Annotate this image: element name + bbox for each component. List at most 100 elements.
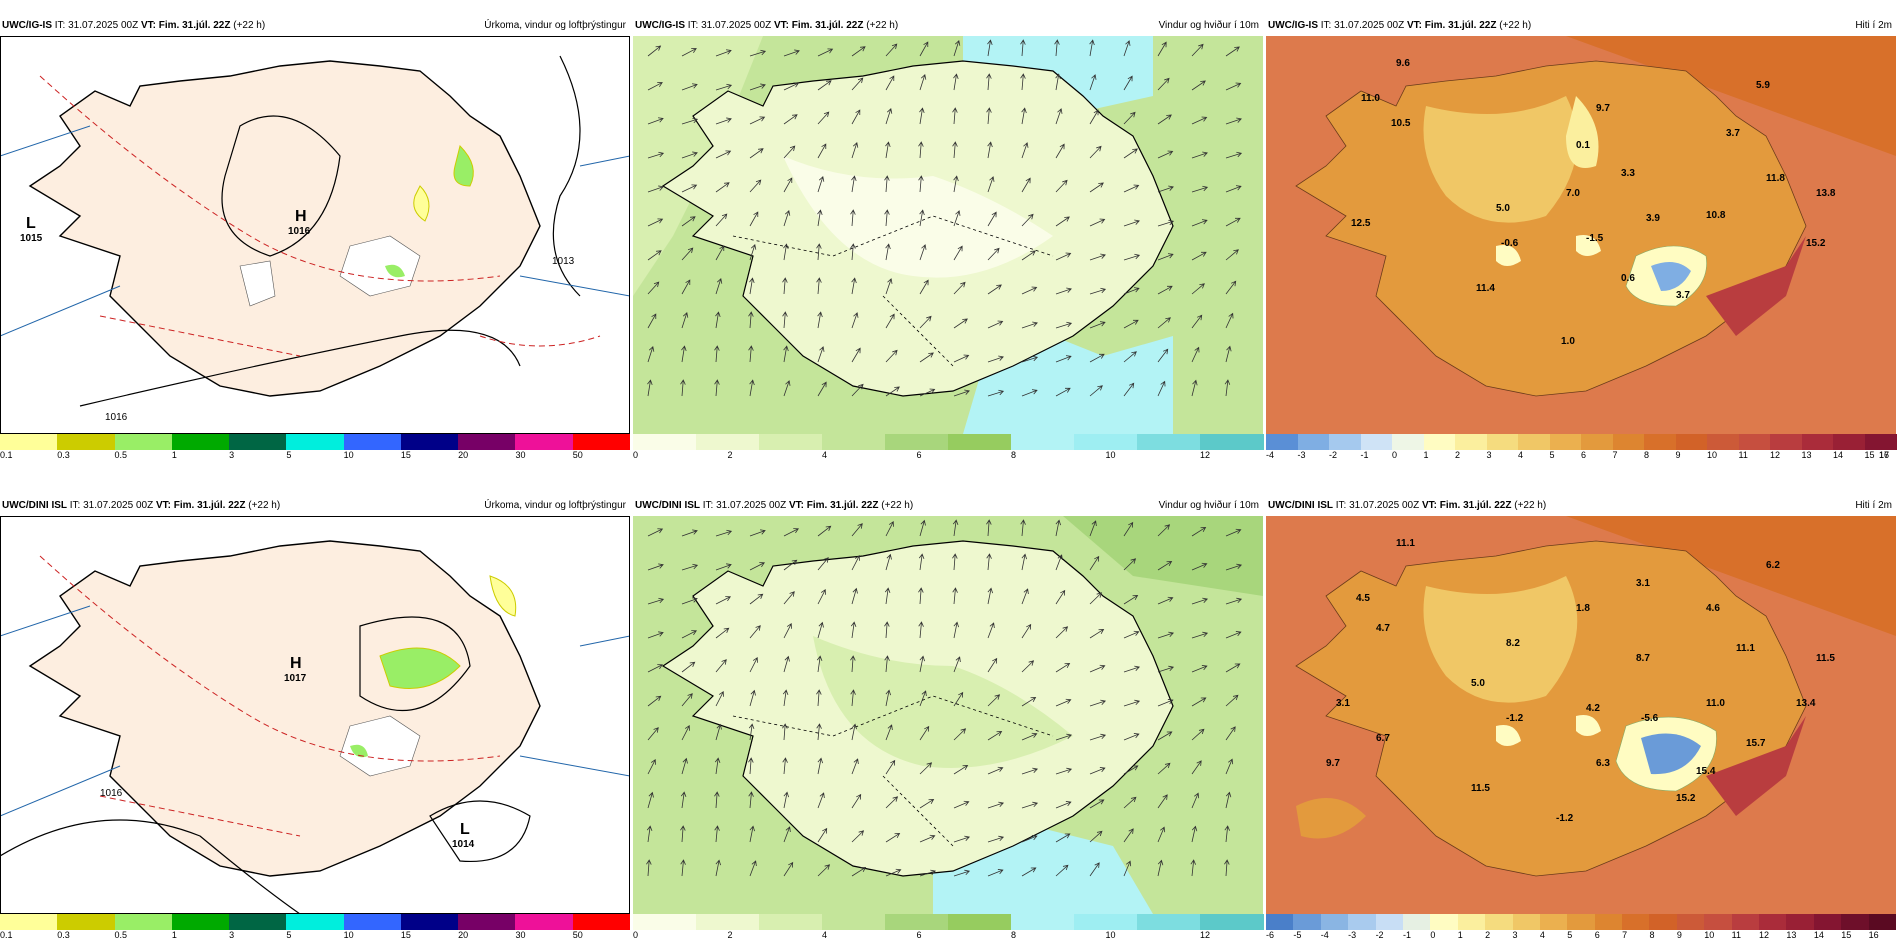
wind-arrow [885,868,902,877]
wind-arrow [1021,660,1035,673]
wind-arrow [1089,287,1107,295]
wind-arrow [1055,179,1068,193]
wind-arrow [952,141,958,159]
wind-arrow [885,386,900,397]
colorbar-tick-label: 0 [1430,930,1436,940]
wind-arrow [1191,631,1209,639]
wind-arrow [1225,528,1242,537]
wind-arrow [953,354,970,363]
colorbar-swatch [229,434,287,450]
colorbar-swatch [1348,914,1377,930]
precip-area [350,744,368,758]
wind-arrow [1225,726,1236,741]
temperature-label: 15.7 [1746,738,1766,749]
init-time: IT: 31.07.2025 00Z [702,500,787,511]
wind-arrow [1157,185,1174,193]
colorbar-tick-label: 2 [1455,450,1461,460]
pressure-center-value: 1017 [284,673,307,684]
panel-header: UWC/DINI ISL IT: 31.07.2025 00Z VT: Fim.… [1266,498,1896,514]
wind-arrow [1089,109,1099,125]
wind-arrow [816,655,823,673]
wind-arrow [783,623,792,639]
wind-arrow [783,559,798,571]
wind-arrow [1191,80,1206,91]
colorbar-tick-label: 0 [1392,450,1398,460]
wind-arrow [851,793,862,809]
wind-arrow [1123,699,1141,707]
wind-arrow [715,659,727,673]
wind-arrow [1191,597,1209,605]
wind-arrow [1157,114,1172,125]
wind-arrows [647,39,1243,397]
wind-arrow [1123,595,1139,605]
colorbar-swatch [572,914,631,930]
wind-arrow [1157,826,1166,843]
wind-arrow [884,587,891,605]
glacier [239,260,276,307]
wind-arrow [1224,825,1230,843]
temperature-label: 15.2 [1676,793,1696,804]
wind-arrow [851,347,861,363]
temperature-label: 11.4 [1476,283,1495,294]
wind-arrow [715,245,725,261]
wind-arrow [918,553,925,571]
wind-arrow [749,860,757,877]
wind-arrow [1191,151,1208,159]
wind-arrow [1225,597,1243,605]
wind-arrow [987,284,1002,295]
wind-arrow [1225,151,1243,159]
wind-arrow [1157,285,1173,295]
panel-header: UWC/IG-IS IT: 31.07.2025 00Z VT: Fim. 31… [633,18,1263,34]
temperature-label: 5.0 [1471,678,1485,689]
wind-arrow [1123,253,1141,261]
forecast-offset: (+22 h) [1499,20,1532,31]
wind-arrow [1055,73,1061,91]
wind-arrow [987,247,1000,261]
temp-zone [1296,798,1366,839]
wind-arrow [851,723,857,741]
wind-arrow [953,691,964,707]
wind-arrow [885,833,901,843]
colorbar-tick-label: 20 [458,450,469,460]
forecast-offset: (+22 h) [881,500,914,511]
wind-arrow [816,277,822,295]
wind-arrow [1089,629,1105,639]
wind-arrow [918,621,924,639]
colorbar-tick-label: 12 [1770,450,1781,460]
colorbar-swatch [343,434,402,450]
wind-arrow [987,176,995,193]
init-time: IT: 31.07.2025 00Z [687,20,772,31]
temperature-label: 15.4 [1696,766,1716,777]
wind-arrow [1225,631,1242,639]
wind-arrow [681,693,693,707]
wind-arrow [715,691,724,707]
panel-header: UWC/IG-IS IT: 31.07.2025 00Z VT: Fim. 31… [1266,18,1896,34]
wind-arrow [681,597,698,605]
wind-arrow [1225,249,1239,261]
isobar [359,616,471,712]
wind-arrow [1021,801,1039,809]
wind-arrow [647,791,654,809]
wind-arrow [749,148,764,159]
wind-arrow [749,529,766,537]
panel-header: UWC/DINI ISL IT: 31.07.2025 00Z VT: Fim.… [633,498,1263,514]
wind-arrow [1055,519,1061,537]
temp-zone [1496,245,1521,266]
colorbar-tick-label: 10 [1704,930,1715,940]
wind-arrow [749,116,766,125]
wind-arrow [1089,592,1103,605]
wind-arrow [749,83,766,91]
colorbar-ticks: -6 -5 -4 -3 -2 -1 0 1 2 3 4 5 6 7 8 9 10 11 12 13 14 15 16 [1266,930,1896,942]
colorbar-tick-label: 15 [400,930,411,940]
wind-arrow [715,723,722,741]
wind-arrow [1157,561,1173,571]
wind-arrow [919,725,930,741]
isobar-label: 1016 [100,788,123,799]
colorbar-swatch [1200,434,1264,450]
wind-arrow [1157,219,1175,227]
colorbar-tick-label: 0.1 [0,930,13,940]
colorbar-tick-label: 6 [1581,450,1587,460]
wind-arrow [1157,859,1164,877]
colorbar-swatch [1612,434,1645,450]
wind-arrow [1157,348,1169,363]
